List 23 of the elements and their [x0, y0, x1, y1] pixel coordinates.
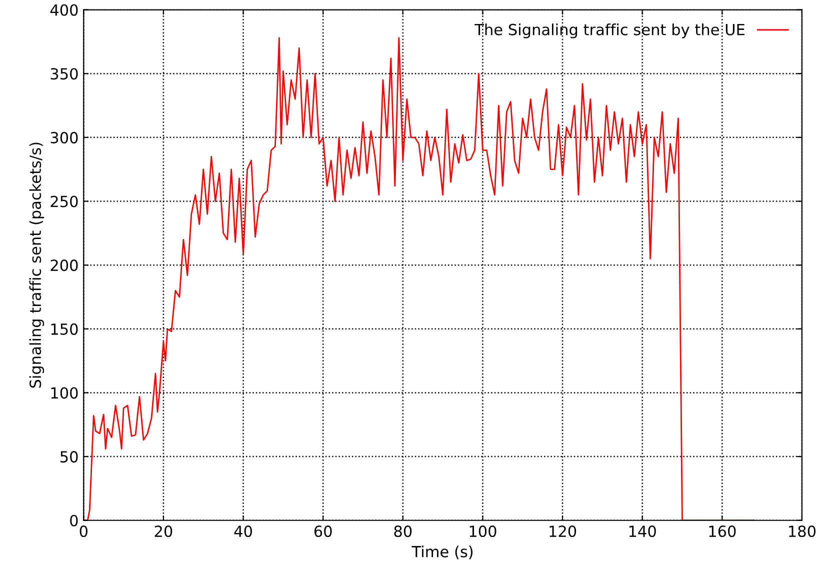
line-series [84, 37, 755, 520]
x-tick-label: 140 [629, 526, 656, 538]
y-tick-label: 150 [51, 323, 78, 335]
y-tick-label: 100 [51, 387, 78, 399]
x-tick-label: 40 [234, 526, 252, 538]
x-tick-label: 60 [314, 526, 332, 538]
y-tick-label: 200 [50, 260, 78, 272]
y-tick-label: 250 [50, 196, 78, 208]
x-tick-label: 180 [789, 526, 816, 538]
y-tick-label: 50 [60, 451, 78, 463]
x-tick-label: 100 [470, 526, 496, 538]
x-tick-label: 120 [550, 526, 576, 538]
x-axis-title: Time (s) [412, 546, 473, 560]
y-tick-label: 300 [50, 132, 78, 144]
legend-label: The Signaling traffic sent by the UE [474, 24, 744, 38]
x-tick-label: 80 [394, 526, 412, 538]
y-tick-label: 400 [50, 4, 78, 16]
x-tick-label: 0 [80, 526, 88, 538]
y-tick-label: 0 [70, 514, 78, 526]
x-tick-label: 160 [709, 526, 736, 538]
x-tick-label: 20 [154, 526, 172, 538]
y-tick-label: 350 [50, 68, 78, 80]
y-axis-title: Signaling traffic sent (packets/s) [29, 142, 44, 388]
